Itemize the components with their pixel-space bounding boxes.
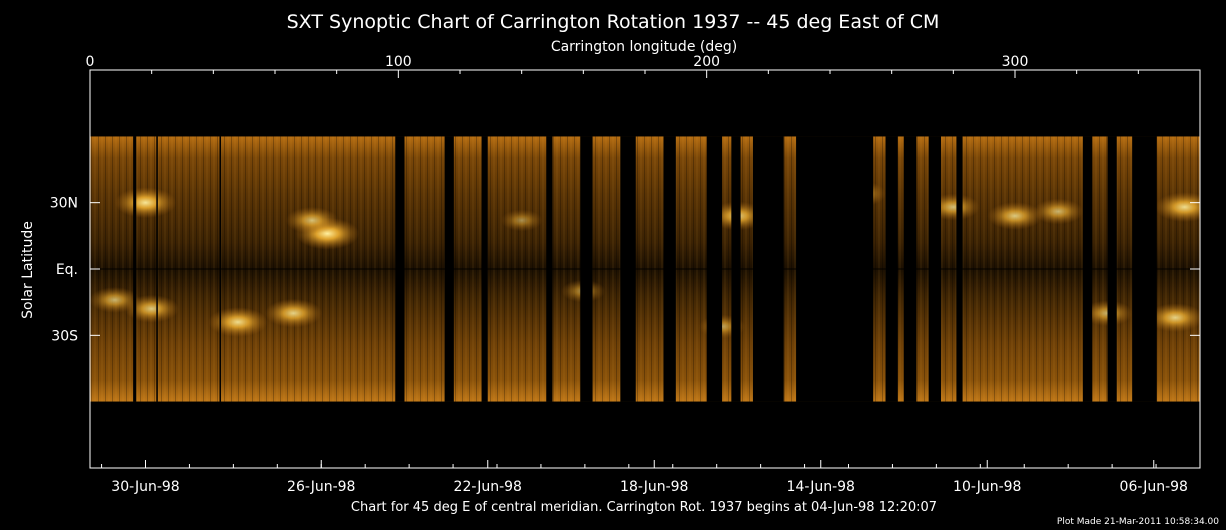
bottom-axis-date-label: 18-Jun-98 bbox=[620, 479, 688, 495]
active-region-13 bbox=[1146, 303, 1200, 333]
bottom-axis-date-label: 06-Jun-98 bbox=[1120, 479, 1188, 495]
top-axis-tick-label: 200 bbox=[693, 54, 720, 70]
active-region-10 bbox=[987, 201, 1043, 230]
y-axis-tick-label: Eq. bbox=[56, 262, 78, 278]
axes: 0 100 200 300 30N Eq. 30S 30-Jun-98 26-Jun-98 22-… bbox=[50, 54, 1201, 495]
y-axis-tick-label: 30N bbox=[50, 196, 78, 212]
active-region-3 bbox=[208, 307, 268, 338]
active-region-17 bbox=[500, 209, 543, 232]
active-region-6 bbox=[90, 286, 141, 313]
plot-area bbox=[90, 136, 1200, 402]
y-axis-label: Solar Latitude bbox=[20, 221, 36, 319]
active-region-2 bbox=[285, 206, 339, 234]
bottom-axis-date-label: 22-Jun-98 bbox=[454, 479, 522, 495]
top-axis-label: Carrington longitude (deg) bbox=[551, 39, 737, 55]
bottom-axis-date-label: 10-Jun-98 bbox=[953, 479, 1021, 495]
active-region-12 bbox=[1154, 192, 1200, 223]
active-region-11 bbox=[1032, 198, 1084, 225]
y-axis-tick-label: 30S bbox=[51, 328, 78, 344]
top-axis-tick-label: 100 bbox=[385, 54, 412, 70]
top-axis-tick-label: 0 bbox=[86, 54, 95, 70]
active-region-0 bbox=[114, 187, 177, 219]
chart-title: SXT Synoptic Chart of Carrington Rotatio… bbox=[287, 11, 940, 33]
bottom-axis-date-label: 30-Jun-98 bbox=[111, 479, 179, 495]
chart-caption: Chart for 45 deg E of central meridian. … bbox=[351, 500, 937, 515]
top-axis-tick-label: 300 bbox=[1002, 54, 1029, 70]
active-region-4 bbox=[264, 298, 323, 328]
bottom-axis-date-label: 14-Jun-98 bbox=[787, 479, 855, 495]
plot-made-footer: Plot Made 21-Mar-2011 10:58:34.00 bbox=[1057, 517, 1219, 527]
bottom-axis-date-label: 26-Jun-98 bbox=[287, 479, 355, 495]
